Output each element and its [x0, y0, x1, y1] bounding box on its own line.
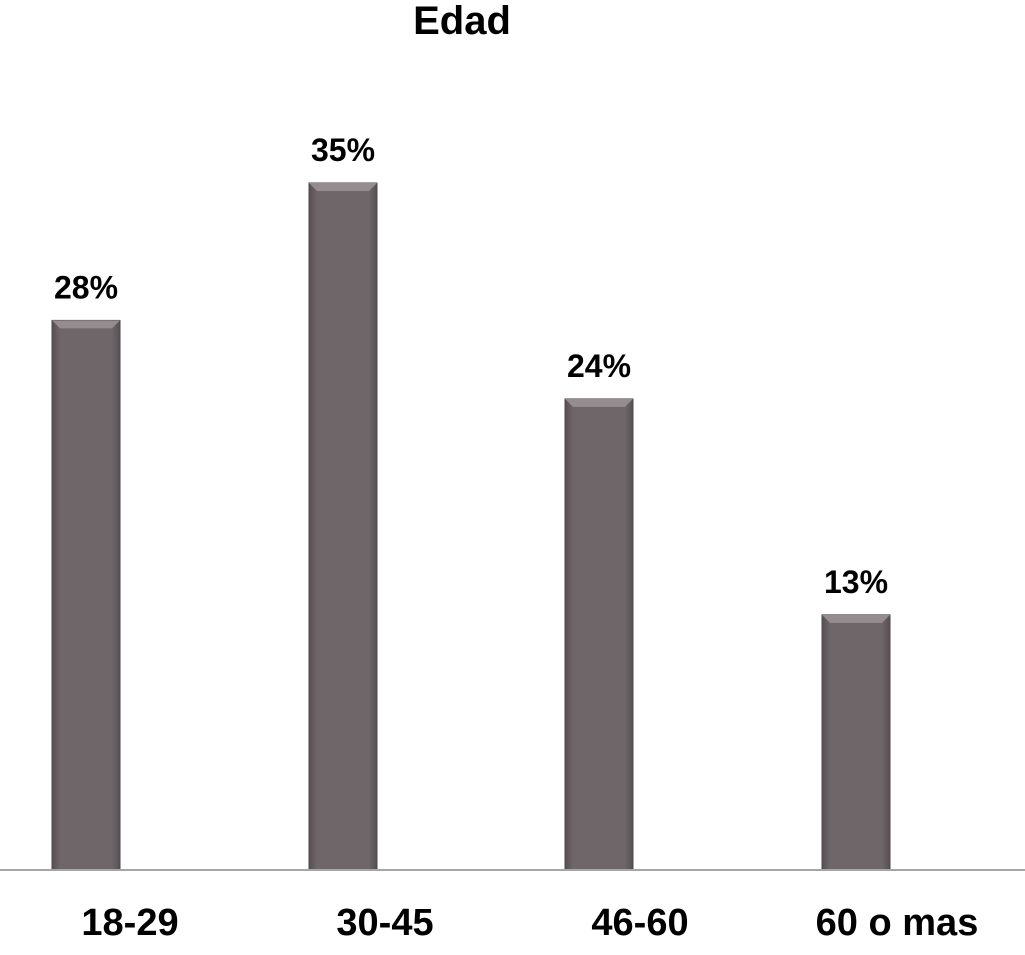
value-label: 24% [567, 348, 631, 384]
labels-group: 28% 18-29 35% 30-45 24% 46-60 13% 60 o mas [54, 132, 978, 944]
bar-60-o-mas [821, 614, 891, 871]
x-tick-label: 18-29 [81, 902, 178, 944]
x-tick-label: 30-45 [336, 902, 433, 944]
value-label: 13% [824, 564, 888, 600]
bar-bevel [52, 320, 120, 329]
bar-46-60 [564, 398, 634, 871]
value-label: 35% [311, 132, 375, 168]
bar-18-29 [51, 319, 121, 871]
bars-group [51, 182, 891, 871]
bar-bevel [309, 183, 377, 191]
bar-bevel [565, 398, 633, 407]
bar-30-45 [308, 182, 378, 871]
x-tick-label: 46-60 [591, 902, 688, 944]
bar-bevel [822, 614, 890, 623]
x-tick-label: 60 o mas [816, 902, 979, 944]
value-label: 28% [54, 269, 118, 305]
chart-title: Edad [413, 0, 511, 43]
